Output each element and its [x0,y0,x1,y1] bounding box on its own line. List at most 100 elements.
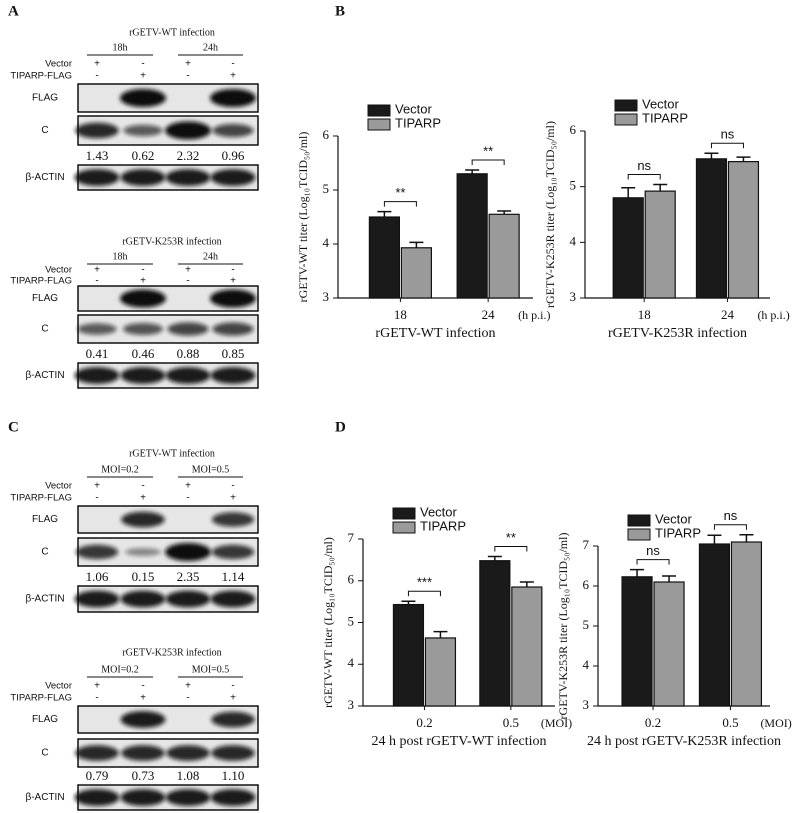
condition-sign: + [185,59,191,70]
bar [392,603,425,707]
quantification: 1.43 [86,148,109,163]
band [210,590,256,608]
bar [511,586,543,707]
significance-bracket [636,559,670,565]
error-bar [662,575,677,582]
condition-sign: + [185,265,191,276]
legend-label: Vector [655,511,693,526]
legend-swatch [614,113,638,126]
x-tick-label: 0.5 [722,715,738,730]
band [212,322,254,336]
x-tick-label: 24 [482,307,496,322]
group-label: MOI=0.2 [101,664,139,675]
condition-sign: - [186,693,189,704]
quantification: 0.79 [86,768,109,783]
bar [727,161,760,299]
band [120,89,166,107]
band [211,544,255,560]
blot-title: rGETV-K253R infection [122,647,221,658]
band [165,543,211,561]
band [123,124,163,137]
condition-label: Vector [45,681,72,692]
quantification: 1.08 [177,768,200,783]
band [167,322,209,336]
error-bar [739,534,754,542]
condition-sign: + [140,276,146,287]
bar [653,581,685,707]
bar [424,637,457,707]
error-bar [707,534,722,544]
y-tick-label: 3 [583,697,590,712]
condition-sign: + [94,59,100,70]
band [74,367,120,384]
y-tick-label: 4 [348,655,355,670]
band-label: C [41,324,48,335]
panel-label: A [8,3,19,19]
group-label: MOI=0.5 [192,464,230,475]
legend-swatch [367,118,391,131]
error-bar [409,241,424,248]
y-tick-label: 5 [583,617,590,632]
band [210,789,256,806]
error-bar [433,630,448,638]
group-label: 24h [203,42,218,53]
y-tick-label: 4 [583,657,590,672]
y-tick-label: 5 [570,178,577,193]
band [74,169,120,186]
significance-bracket [710,142,744,149]
x-tick-label: 24 [721,307,735,322]
quantification: 0.96 [222,148,245,163]
legend-label: Vector [642,96,680,111]
x-axis-label: rGETV-K253R infection [608,326,747,341]
band [166,745,210,761]
quantification: 0.85 [222,346,245,361]
quantification: 0.73 [132,768,155,783]
band [120,590,166,608]
condition-label: TIPARP-FLAG [10,71,72,82]
y-tick-label: 6 [348,572,355,587]
error-bar [653,183,668,192]
band [210,289,256,308]
condition-sign: - [231,265,234,276]
condition-label: TIPARP-FLAG [10,276,72,287]
error-bar [519,581,534,588]
condition-label: TIPARP-FLAG [10,693,72,704]
band [210,367,256,384]
x-unit: (MOI) [760,716,791,730]
x-axis-label: 24 h post rGETV-WT infection [372,734,547,749]
condition-sign: - [95,276,98,287]
band [165,121,211,140]
bar [698,543,731,707]
band [123,323,163,335]
band-label: β-ACTIN [25,172,64,183]
band [120,711,166,728]
condition-sign: + [230,493,236,504]
bar [730,541,763,707]
significance: *** [417,575,432,590]
error-bar [401,600,416,605]
band [75,544,119,560]
y-tick-label: 3 [348,697,355,712]
condition-sign: - [231,59,234,70]
band-label: C [41,748,48,759]
band [120,169,166,186]
band [74,590,120,608]
bar [368,216,400,299]
y-tick-label: 7 [348,530,355,545]
x-tick-label: 18 [638,307,651,322]
band [210,169,256,186]
bar [456,173,488,299]
condition-sign: + [230,71,236,82]
legend-swatch [627,514,651,527]
blot-title: rGETV-K253R infection [122,236,221,247]
y-tick-label: 4 [323,235,330,250]
legend-swatch [392,507,416,520]
condition-sign: - [95,71,98,82]
y-tick-label: 4 [570,233,577,248]
panel-label: C [8,419,19,435]
x-axis-label: rGETV-WT infection [375,326,495,341]
condition-sign: - [231,481,234,492]
band [121,511,165,528]
band [165,590,211,608]
error-bar [621,187,636,198]
